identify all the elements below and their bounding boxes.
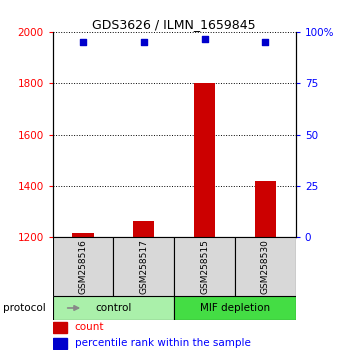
Bar xyxy=(72,233,94,237)
Bar xyxy=(53,338,67,349)
Text: protocol: protocol xyxy=(3,303,46,313)
Text: GSM258530: GSM258530 xyxy=(261,239,270,294)
Bar xyxy=(53,237,114,296)
Text: percentile rank within the sample: percentile rank within the sample xyxy=(74,338,251,348)
Text: GSM258515: GSM258515 xyxy=(200,239,209,294)
Bar xyxy=(53,322,67,333)
Bar xyxy=(174,296,296,320)
Text: MIF depletion: MIF depletion xyxy=(200,303,270,313)
Point xyxy=(263,39,268,44)
Text: count: count xyxy=(74,322,104,332)
Point xyxy=(80,39,86,45)
Point xyxy=(202,36,207,42)
Bar xyxy=(53,296,174,320)
Bar xyxy=(194,83,215,237)
Bar xyxy=(235,237,296,296)
Bar xyxy=(114,237,174,296)
Text: control: control xyxy=(95,303,132,313)
Point xyxy=(141,39,147,45)
Title: GDS3626 / ILMN_1659845: GDS3626 / ILMN_1659845 xyxy=(92,18,256,31)
Text: GSM258517: GSM258517 xyxy=(139,239,148,294)
Bar xyxy=(133,221,154,237)
Bar xyxy=(255,181,276,237)
Bar xyxy=(174,237,235,296)
Text: GSM258516: GSM258516 xyxy=(79,239,88,294)
